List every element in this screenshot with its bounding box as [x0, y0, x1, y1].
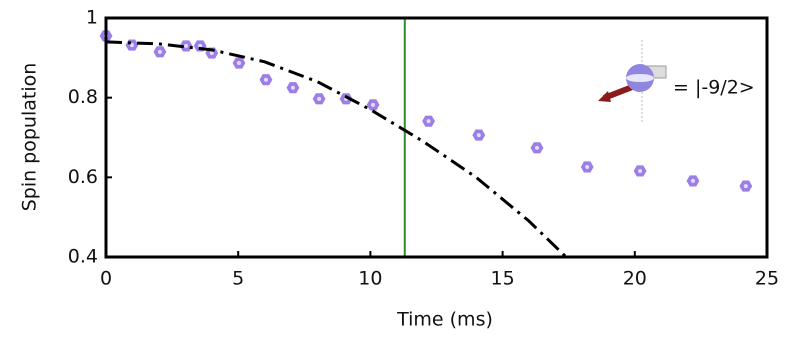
- point-center: [638, 168, 643, 173]
- y-tick-label: 1: [86, 7, 98, 29]
- y-tick-label: 0.6: [68, 166, 98, 188]
- x-tick-label: 0: [100, 268, 112, 290]
- y-tick-label: 0.8: [68, 86, 98, 108]
- x-tick-label: 20: [623, 268, 647, 290]
- point-center: [476, 133, 481, 138]
- x-tick-label: 5: [232, 268, 244, 290]
- state-label: = |-9/2>: [673, 77, 755, 99]
- point-center: [198, 43, 203, 48]
- x-axis-label: Time (ms): [396, 309, 493, 331]
- point-center: [157, 49, 162, 54]
- x-tick-label: 10: [358, 268, 382, 290]
- point-center: [690, 178, 695, 183]
- x-tick-label: 25: [755, 268, 779, 290]
- point-center: [184, 43, 189, 48]
- x-tick-label: 15: [491, 268, 515, 290]
- point-center: [317, 96, 322, 101]
- spin-icon: [598, 40, 667, 122]
- point-center: [290, 85, 295, 90]
- point-center: [585, 164, 590, 169]
- point-center: [743, 184, 748, 189]
- point-center: [371, 102, 376, 107]
- point-center: [209, 51, 214, 56]
- y-tick-label: 0.4: [68, 246, 98, 268]
- model-curve: [105, 40, 568, 259]
- point-center: [426, 119, 431, 124]
- point-center: [263, 77, 268, 82]
- point-center: [534, 145, 539, 150]
- plot-frame: [104, 16, 769, 259]
- y-axis-label: Spin population: [19, 63, 41, 212]
- point-center: [236, 61, 241, 66]
